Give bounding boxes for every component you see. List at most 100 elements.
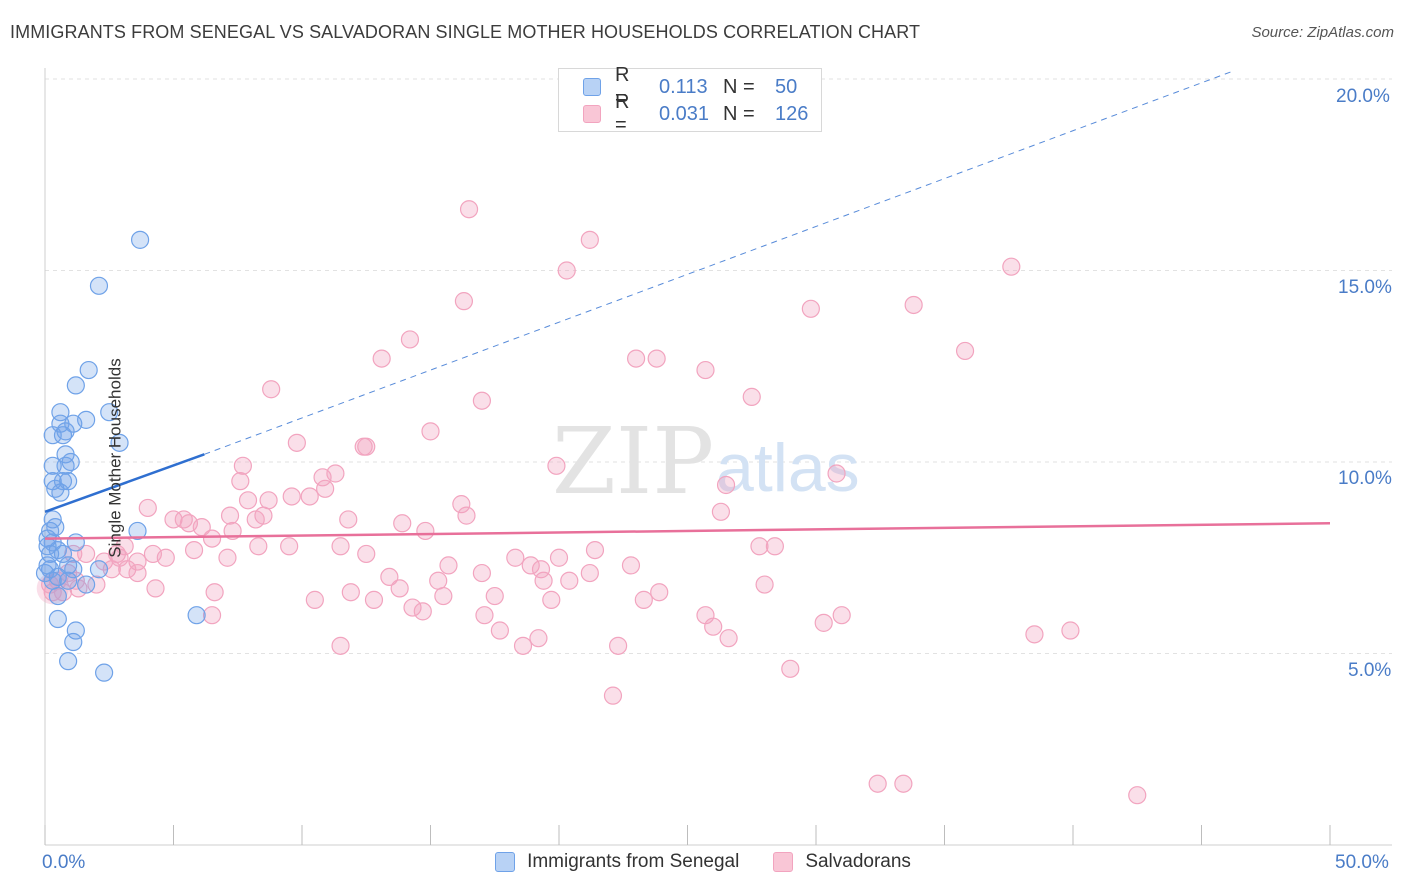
senegal-point xyxy=(128,521,147,541)
salvadoran-point xyxy=(506,548,525,567)
grid-lines xyxy=(45,78,1392,654)
senegal-point xyxy=(53,426,73,445)
watermark-atlas: atlas xyxy=(716,430,860,506)
n-label: N = xyxy=(723,102,755,125)
legend-label: Salvadorans xyxy=(805,851,911,872)
salvadoran-point xyxy=(280,537,299,556)
salvadoran-point xyxy=(416,521,435,541)
n-value: 126 xyxy=(775,102,809,125)
salvadoran-point xyxy=(331,636,350,655)
salvadoran-point xyxy=(128,563,147,583)
n-value: 50 xyxy=(775,75,798,98)
salvadoran-point xyxy=(1025,625,1044,644)
salvadoran-point xyxy=(704,617,723,636)
salvadoran-point xyxy=(421,422,440,441)
salvadoran-point xyxy=(143,544,163,564)
senegal-point xyxy=(110,433,129,452)
salvadoran-point xyxy=(580,230,599,249)
salvadoran-point xyxy=(711,502,731,521)
salvadoran-point xyxy=(339,510,358,529)
salvadoran-point xyxy=(102,560,121,579)
n-label: N = xyxy=(723,75,755,98)
salvadoran-point xyxy=(475,606,494,625)
salvadoran-point xyxy=(557,261,576,280)
senegal-point xyxy=(43,571,62,590)
senegal-point xyxy=(59,571,78,590)
salvadoran-point xyxy=(542,590,561,609)
salvadoran-point xyxy=(603,686,623,705)
salvadoran-point xyxy=(326,464,345,483)
salvadoran-point xyxy=(87,575,106,594)
salvadoran-point xyxy=(547,456,566,475)
salvadoran-point xyxy=(357,544,376,564)
y-tick-label: 20.0% xyxy=(1336,86,1390,107)
senegal-point xyxy=(89,560,109,579)
senegal-point xyxy=(51,483,70,502)
senegal-point xyxy=(79,360,98,380)
legend-label: Immigrants from Senegal xyxy=(527,851,740,872)
salvadoran-point xyxy=(452,495,471,514)
salvadoran-point xyxy=(750,537,769,556)
salvadorans-points xyxy=(36,200,1147,805)
salvadoran-point xyxy=(459,200,479,219)
watermark: ZIP atlas xyxy=(552,408,860,515)
senegal-point xyxy=(64,560,83,579)
senegal-trend-line xyxy=(44,453,205,513)
salvadoran-point xyxy=(647,349,666,368)
salvadoran-point xyxy=(781,659,800,678)
salvadoran-point xyxy=(220,506,240,525)
salvadoran-point xyxy=(868,774,887,793)
salvadoran-point xyxy=(380,567,399,587)
salvadoran-point xyxy=(634,590,653,609)
senegal-point xyxy=(89,276,109,295)
salvadoran-point xyxy=(716,475,736,495)
senegal-point xyxy=(53,472,73,491)
senegal-point xyxy=(48,609,67,629)
salvadoran-point xyxy=(218,548,237,567)
salvadoran-point xyxy=(118,560,137,579)
salvadoran-trend-line xyxy=(44,522,1331,540)
y-tick-label: 10.0% xyxy=(1338,468,1392,489)
salvadoran-point xyxy=(429,571,448,590)
salvadoran-point xyxy=(205,583,224,602)
senegal-trend-extension xyxy=(204,70,1233,455)
salvadoran-point xyxy=(1128,786,1147,805)
salvadoran-point xyxy=(246,510,265,529)
salvadoran-point xyxy=(249,537,268,556)
salvadoran-point xyxy=(400,330,420,349)
trend-lines xyxy=(44,70,1331,540)
x-tick-label: 0.0% xyxy=(42,852,86,873)
salvadoran-point xyxy=(472,391,491,410)
salvadoran-point xyxy=(305,590,324,609)
stats-row-salvadoran: R = 0.031 N = 126 xyxy=(583,91,809,136)
salvadoran-point xyxy=(650,583,669,602)
salvadoran-point xyxy=(300,487,319,506)
legend-item-salvadoran: Salvadorans xyxy=(773,851,911,873)
salvadoran-point xyxy=(580,563,599,583)
senegal-points xyxy=(35,230,206,682)
salvadoran-point xyxy=(316,479,335,498)
senegal-point xyxy=(100,403,119,422)
senegal-swatch xyxy=(583,78,601,96)
senegal-point xyxy=(66,621,85,640)
senegal-legend-swatch xyxy=(495,852,516,872)
salvadoran-point xyxy=(439,556,458,575)
r-value: 0.031 xyxy=(659,102,710,125)
salvadoran-point xyxy=(282,487,301,506)
salvadoran-point xyxy=(609,636,628,655)
salvadoran-point xyxy=(184,540,204,560)
source-label: Source: ZipAtlas.com xyxy=(1251,24,1394,41)
salvadoran-point xyxy=(765,537,784,556)
salvadoran-point xyxy=(521,556,540,575)
senegal-point xyxy=(66,376,85,395)
salvadoran-point xyxy=(742,387,761,406)
salvadoran-point xyxy=(832,606,851,625)
salvadoran-point xyxy=(485,586,504,606)
salvadoran-point xyxy=(827,464,846,483)
salvadoran-point xyxy=(341,583,360,602)
salvadoran-swatch xyxy=(583,105,601,123)
salvadoran-point xyxy=(755,575,774,594)
salvadoran-point xyxy=(454,292,474,311)
salvadoran-point xyxy=(138,498,157,518)
stats-legend: R = 0.113 N = 50 R = 0.031 N = 126 xyxy=(558,64,822,136)
